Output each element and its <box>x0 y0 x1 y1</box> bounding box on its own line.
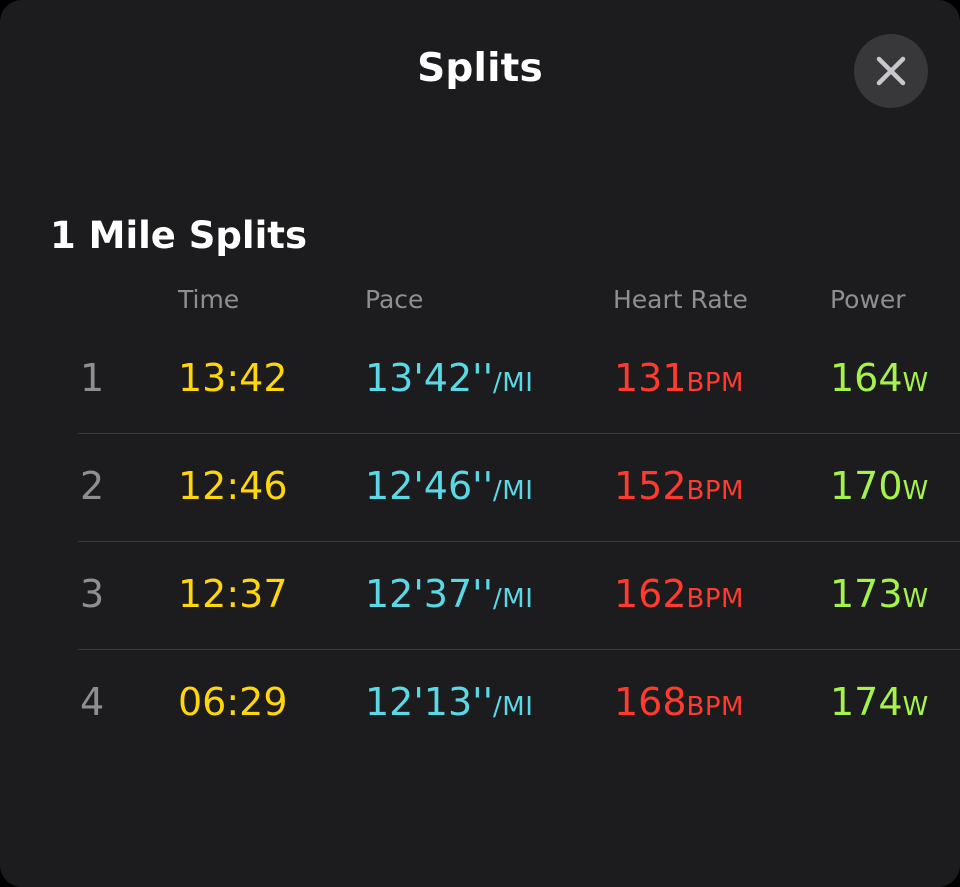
split-row[interactable]: 4 06:29 12'13''/MI 168BPM 174W <box>0 650 960 758</box>
column-header-time: Time <box>178 285 240 314</box>
split-time: 12:37 <box>178 572 288 616</box>
close-icon <box>876 56 906 86</box>
split-pace: 12'46''/MI <box>365 464 534 508</box>
split-pace: 12'37''/MI <box>365 572 534 616</box>
split-row[interactable]: 1 13:42 13'42''/MI 131BPM 164W <box>0 326 960 434</box>
split-heart-rate: 152BPM <box>614 464 744 508</box>
row-divider <box>78 541 960 542</box>
page-title: Splits <box>417 46 543 91</box>
column-header-heart-rate: Heart Rate <box>613 285 748 314</box>
split-pace: 13'42''/MI <box>365 356 534 400</box>
split-index: 1 <box>80 356 105 400</box>
split-heart-rate: 131BPM <box>614 356 744 400</box>
split-pace: 12'13''/MI <box>365 680 534 724</box>
split-heart-rate: 168BPM <box>614 680 744 724</box>
split-row[interactable]: 2 12:46 12'46''/MI 152BPM 170W <box>0 434 960 542</box>
split-power: 174W <box>830 680 929 724</box>
split-row[interactable]: 3 12:37 12'37''/MI 162BPM 173W <box>0 542 960 650</box>
row-divider <box>78 433 960 434</box>
row-divider <box>78 649 960 650</box>
split-index: 3 <box>80 572 105 616</box>
section-title: 1 Mile Splits <box>50 214 307 257</box>
split-power: 170W <box>830 464 929 508</box>
split-index: 4 <box>80 680 105 724</box>
split-index: 2 <box>80 464 105 508</box>
split-power: 164W <box>830 356 929 400</box>
close-button[interactable] <box>854 34 928 108</box>
split-heart-rate: 162BPM <box>614 572 744 616</box>
column-header-power: Power <box>830 285 906 314</box>
split-time: 06:29 <box>178 680 288 724</box>
split-time: 12:46 <box>178 464 288 508</box>
column-header-pace: Pace <box>365 285 424 314</box>
split-time: 13:42 <box>178 356 288 400</box>
split-power: 173W <box>830 572 929 616</box>
